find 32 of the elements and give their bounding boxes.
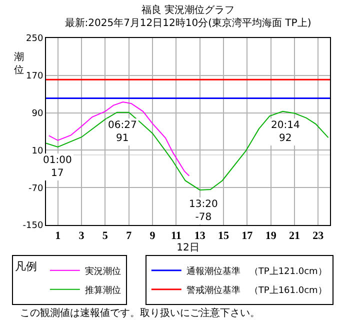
x-tick-label: 11 [170,230,182,242]
annotation: 06:27 91 [108,120,137,144]
y-tick-label: -150 [22,221,44,232]
x-tick-label: 7 [126,230,132,242]
y-tick-label: 250 [26,34,44,44]
legend-title: 凡例 [14,260,37,274]
x-tick-label: 21 [289,230,300,242]
x-tick-label: 23 [312,230,324,242]
y-axis-title: 潮位 [14,51,24,76]
x-tick-label: 3 [78,230,85,242]
x-tick-label: 19 [265,230,277,242]
x-tick-label: 9 [150,230,156,242]
x-axis-title: 12日 [176,242,200,254]
y-tick-label: 10 [32,146,44,156]
legend-label: 実況潮位 [84,266,121,277]
legend-label: 推算潮位 [84,284,121,296]
x-tick-label: 13 [194,230,206,242]
x-tick-label: 5 [102,230,108,242]
legend-label: 警戒潮位基準 （TP上161.0cm） [186,284,327,296]
y-tick-label: 90 [32,108,44,119]
y-tick-label: -70 [28,184,44,194]
x-tick-label: 1 [55,230,61,242]
x-tick-label: 15 [218,230,230,242]
legend-label: 通報潮位基準 （TP上121.0cm） [186,266,327,277]
text: この観測値は速報値です。取り扱いにご注意下さい。 [20,307,260,319]
annotation: 01:00 17 [43,155,72,179]
chart-subtitle: 最新:2025年7月12日12時10分(東京湾平均海面 TP上) [64,16,312,29]
annotation: 20:14 92 [271,120,300,144]
x-tick-label: 17 [242,230,254,242]
chart-title: 福良 実況潮位グラフ [141,4,235,16]
annotation: 13:20 -78 [189,199,218,223]
y-tick-label: 170 [26,72,44,82]
